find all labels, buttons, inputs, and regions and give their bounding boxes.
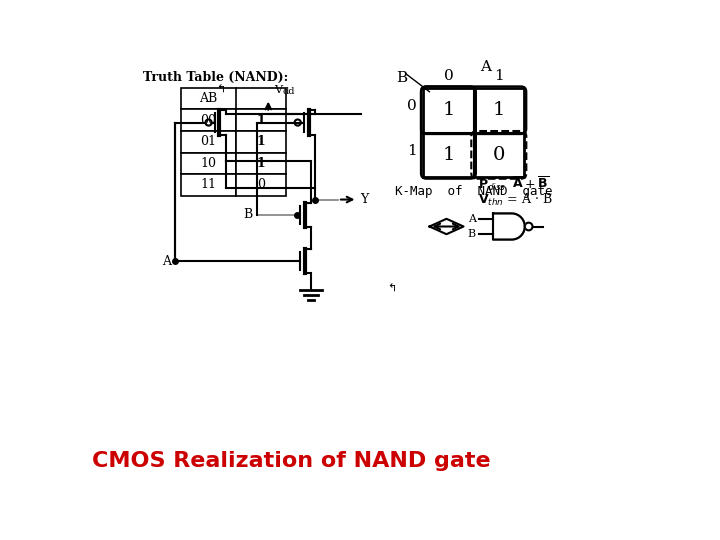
Bar (181, 131, 235, 153)
Bar (181, 153, 235, 174)
Text: 1: 1 (407, 144, 416, 158)
Text: B: B (396, 71, 407, 85)
Bar (181, 110, 235, 131)
Circle shape (294, 119, 301, 126)
Text: $\mathbf{V}_{thn}$ = A · B: $\mathbf{V}_{thn}$ = A · B (477, 192, 552, 207)
Text: Truth Table (NAND):: Truth Table (NAND): (143, 71, 288, 84)
Text: 01: 01 (201, 136, 217, 148)
Text: 0: 0 (444, 69, 454, 83)
Text: V: V (274, 85, 282, 95)
Text: 10: 10 (201, 157, 217, 170)
Text: B: B (468, 229, 476, 239)
Text: B: B (243, 208, 253, 221)
Polygon shape (493, 213, 525, 240)
Text: ↰: ↰ (387, 284, 396, 294)
Bar (181, 174, 235, 195)
Text: 1: 1 (256, 114, 265, 127)
Text: 0: 0 (492, 146, 505, 164)
Text: K-Map  of  NAND  gate: K-Map of NAND gate (395, 185, 552, 198)
Bar (235, 110, 286, 131)
Text: ↰: ↰ (216, 85, 225, 95)
Text: 1: 1 (492, 101, 505, 119)
Text: A: A (480, 60, 491, 74)
Text: 0: 0 (257, 178, 265, 191)
Bar (235, 174, 286, 195)
Text: 1: 1 (494, 69, 504, 83)
Text: 00: 00 (201, 114, 217, 127)
Text: 0: 0 (407, 99, 416, 113)
Text: CMOS Realization of NAND gate: CMOS Realization of NAND gate (92, 451, 491, 471)
Text: 11: 11 (201, 178, 217, 191)
Text: Y: Y (360, 193, 368, 206)
Text: A: A (163, 255, 171, 268)
Text: AB: AB (199, 92, 217, 105)
Text: 1: 1 (442, 146, 454, 164)
Text: 1: 1 (256, 157, 265, 170)
Text: 1: 1 (256, 136, 265, 148)
Circle shape (525, 222, 533, 231)
Circle shape (205, 119, 212, 126)
Text: dd: dd (282, 86, 294, 96)
Text: $\mathbf{P}_{diss}$  $\overline{\mathbf{A}}+\overline{\mathbf{B}}$: $\mathbf{P}_{diss}$ $\overline{\mathbf{A… (477, 175, 549, 193)
Bar (235, 131, 286, 153)
Bar (181, 88, 286, 110)
Text: 1: 1 (442, 101, 454, 119)
Text: A: A (468, 214, 476, 224)
Bar (235, 153, 286, 174)
